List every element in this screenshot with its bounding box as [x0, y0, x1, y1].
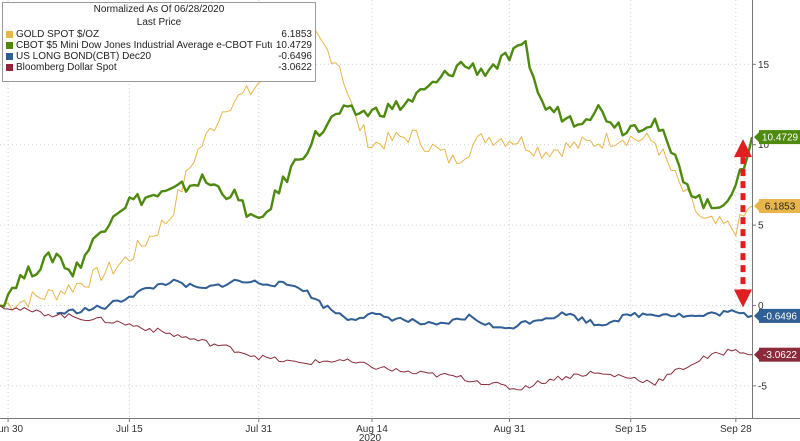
x-axis: Jun 30 Jul 15 Jul 31 Aug 14 Aug 31 Sep 15 Sep …: [0, 418, 800, 441]
last-value-tag: [759, 130, 800, 145]
x-tick-label: Jul 15: [116, 424, 143, 435]
legend-value: -3.0622: [278, 62, 312, 73]
y-tick-label: 0: [758, 301, 764, 312]
series-lines: [0, 18, 754, 391]
legend-label: Bloomberg Dollar Spot: [16, 62, 117, 73]
x-year-label: 2020: [359, 433, 382, 441]
legend-entry-gold: GOLD SPOT $/OZ 6.1853: [3, 29, 315, 40]
series-line: [0, 40, 754, 308]
last-value-tag-label: 10.4729: [762, 133, 799, 144]
x-tick-label: Jul 31: [245, 424, 272, 435]
y-tick-label: 10: [758, 140, 770, 151]
last-value-tag: [759, 308, 800, 323]
legend-entry-bond: US LONG BOND(CBT) Dec20 -0.6496: [3, 51, 315, 62]
annotation-arrow-head-up: [734, 139, 752, 158]
legend-label: GOLD SPOT $/OZ: [16, 29, 100, 40]
legend-swatch: [6, 31, 13, 38]
legend-subheading: Last Price: [136, 17, 182, 28]
grid-lines: [0, 0, 752, 418]
x-tick-label: Sep 15: [615, 424, 647, 435]
last-value-tag-pointer: [754, 349, 759, 360]
x-tick-label: Jun 30: [0, 424, 24, 435]
legend-value: 10.4729: [275, 40, 312, 51]
legend-value: 6.1853: [281, 29, 312, 40]
last-value-tags: 6.1853 10.4729 -0.6496 -3.0622: [754, 130, 800, 362]
x-tick-label: Aug 14: [356, 424, 388, 435]
annotation-arrow-head-down: [734, 289, 752, 308]
last-value-tag-label: -3.0622: [763, 350, 797, 361]
legend-entry-dow: CBOT $5 Mini Dow Jones Industrial Averag…: [3, 40, 315, 51]
last-value-tag: [759, 347, 800, 362]
last-value-tag-pointer: [754, 201, 759, 212]
y-tick-label: 15: [758, 60, 770, 71]
series-line: [0, 305, 753, 391]
legend-value: -0.6496: [278, 51, 312, 62]
legend-swatch: [6, 64, 13, 71]
legend-entry-dollar: Bloomberg Dollar Spot -3.0622: [3, 62, 315, 73]
legend-swatch: [6, 53, 13, 60]
series-line: [0, 18, 753, 311]
y-tick-label: 5: [758, 221, 764, 232]
last-value-tag-pointer: [754, 132, 759, 143]
legend-label: US LONG BOND(CBT) Dec20: [16, 51, 152, 62]
x-tick-label: Aug 31: [494, 424, 526, 435]
legend-heading: Normalized As Of 06/28/2020: [93, 4, 225, 15]
series-line: [56, 278, 753, 330]
last-value-tag-label: -0.6496: [763, 311, 797, 322]
legend: Normalized As Of 06/28/2020 Last Price G…: [2, 2, 316, 82]
last-value-tag-label: 6.1853: [765, 202, 796, 213]
legend-swatch: [6, 42, 13, 49]
last-value-tag-pointer: [754, 310, 759, 321]
y-tick-label: -5: [758, 381, 767, 392]
x-tick-label: Sep 28: [720, 424, 752, 435]
legend-label: CBOT $5 Mini Dow Jones Industrial Averag…: [16, 40, 272, 51]
annotation-arrow: [734, 139, 752, 308]
last-value-tag: [759, 199, 800, 214]
